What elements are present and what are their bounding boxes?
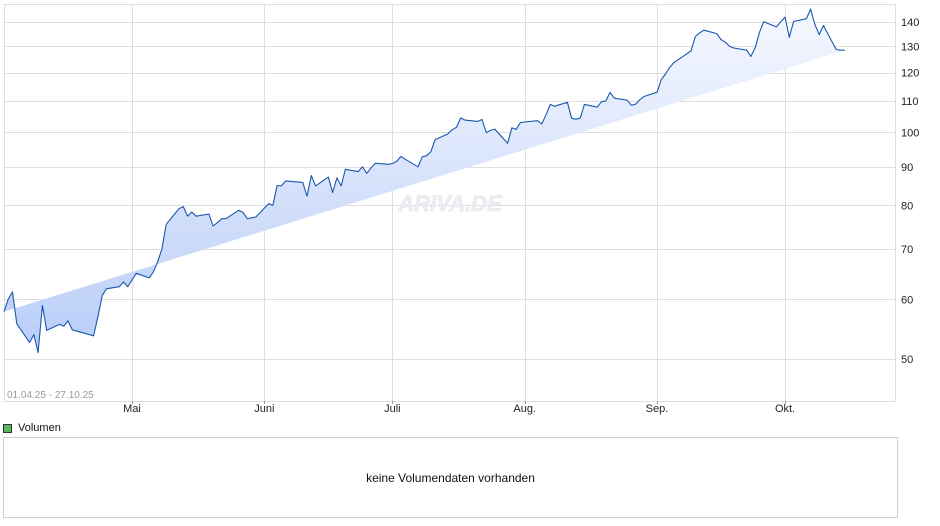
y-tick-label: 100: [901, 127, 919, 139]
x-tick-label: Juli: [384, 403, 401, 415]
price-area-layer: [3, 8, 845, 354]
volume-empty-message: keine Volumendaten vorhanden: [366, 470, 535, 485]
price-chart: ARIVA.DE Mai Juni Juli Aug. Sep. Okt. 50 60 70 80…: [3, 4, 919, 415]
volume-panel: keine Volumendaten vorhanden: [3, 437, 898, 518]
y-tick-label: 110: [901, 96, 919, 108]
x-tick-label: Aug.: [513, 403, 536, 415]
x-tick-label: Juni: [254, 403, 274, 415]
volume-legend: Volumen: [3, 421, 61, 435]
watermark: ARIVA.DE: [397, 191, 503, 216]
date-range-label: 01.04.25 - 27.10.25: [7, 390, 94, 401]
chart-axes: Mai Juni Juli Aug. Sep. Okt. 50 60 70 80 90 100 110 1…: [123, 17, 919, 415]
volume-legend-label: Volumen: [18, 422, 61, 434]
y-tick-label: 70: [901, 244, 913, 256]
price-area-fill: [4, 9, 845, 353]
y-tick-label: 140: [901, 17, 919, 29]
y-tick-label: 130: [901, 41, 919, 53]
y-tick-label: 50: [901, 354, 913, 366]
x-tick-label: Okt.: [775, 403, 795, 415]
y-tick-label: 80: [901, 200, 913, 212]
y-tick-label: 60: [901, 294, 913, 306]
plot-frame: [4, 4, 896, 402]
volume-legend-swatch: [3, 423, 12, 433]
y-tick-label: 120: [901, 68, 919, 80]
x-tick-label: Mai: [123, 403, 141, 415]
price-line: [3, 8, 845, 354]
y-tick-label: 90: [901, 162, 913, 174]
x-tick-label: Sep.: [646, 403, 669, 415]
